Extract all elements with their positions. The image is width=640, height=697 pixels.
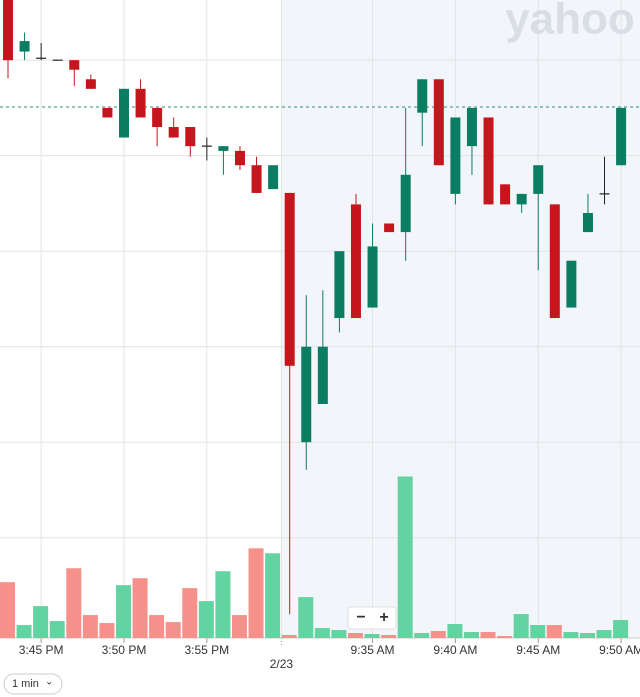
candle-body [350, 204, 361, 319]
interval-caret: ⌄ [45, 677, 53, 688]
volume-bar [49, 621, 65, 638]
interval-dropdown[interactable] [3, 673, 63, 695]
volume-bar [215, 571, 231, 638]
volume-bar [165, 622, 181, 638]
volume-bar [513, 614, 529, 638]
session-background [281, 0, 640, 638]
x-tick-label: 3:55 PM [184, 643, 229, 657]
volume-bar [182, 588, 198, 638]
volume-bar [613, 620, 629, 638]
volume-bar [33, 606, 49, 638]
volume-bar [414, 633, 430, 638]
volume-bar [579, 633, 595, 638]
x-tick-label: 9:35 AM [351, 643, 395, 657]
watermark: yahoo [505, 0, 635, 44]
candle-body [616, 107, 627, 166]
candle-body [334, 251, 345, 319]
interval-label: 1 min [12, 678, 39, 690]
volume-bar [248, 548, 264, 638]
candle-body [268, 165, 279, 190]
volume-bar [430, 631, 446, 638]
candle-body [500, 184, 511, 205]
zoom-out-button[interactable]: − [356, 609, 365, 626]
date-label: 2/23 [270, 657, 294, 671]
candle-body [118, 88, 129, 138]
candle-body [400, 174, 411, 233]
candle-body [433, 79, 444, 166]
volume-bar [16, 625, 32, 638]
candle-body [367, 246, 378, 308]
volume-bar [497, 636, 513, 638]
volume-bar [546, 625, 562, 638]
candle-body [168, 127, 179, 138]
volume-bar [381, 635, 397, 638]
candle-body [450, 117, 461, 194]
x-tick-label: 9:40 AM [433, 643, 477, 657]
candle-body [384, 223, 395, 233]
volume-bar [99, 623, 115, 638]
zoom-control [347, 606, 397, 630]
candle-body [185, 127, 196, 147]
volume-bar [480, 632, 496, 638]
candle-body [69, 60, 80, 70]
volume-bar [0, 582, 15, 638]
candle-body [284, 192, 295, 366]
candle-body [533, 165, 544, 194]
candle-body [152, 107, 163, 128]
candle-body [317, 346, 328, 405]
x-tick-label: 3:50 PM [102, 643, 147, 657]
candle-body [234, 150, 245, 166]
candle-body [582, 212, 593, 233]
candle-body [251, 165, 262, 193]
volume-bar [314, 628, 330, 638]
volume-bar [231, 615, 247, 638]
candle-body [483, 117, 494, 205]
candle-body [566, 260, 577, 308]
volume-bar [298, 597, 314, 638]
x-tick-label: 9:50 AM [599, 643, 640, 657]
volume-bar [596, 630, 612, 638]
candle-body [19, 41, 30, 52]
x-tick-label: 9:45 AM [516, 643, 560, 657]
volume-bar [347, 633, 363, 638]
candle-body [516, 193, 527, 205]
volume-bar [132, 578, 148, 638]
candle-body [85, 79, 96, 89]
candle-body [417, 79, 428, 113]
volume-bar [447, 624, 463, 638]
candle-body [549, 204, 560, 319]
volume-bar [82, 615, 98, 638]
volume-bar [149, 615, 165, 638]
volume-bar [530, 625, 546, 638]
candle-body [102, 107, 113, 118]
volume-bar [463, 632, 479, 638]
candle-body [301, 346, 312, 443]
zoom-in-button[interactable]: + [379, 609, 388, 626]
candle-body [218, 146, 229, 151]
candle-body [3, 0, 13, 61]
volume-bar [265, 553, 281, 638]
volume-bar [563, 632, 579, 638]
candle-body [135, 88, 146, 118]
volume-bar [66, 568, 82, 638]
volume-bar [198, 601, 214, 638]
volume-bar [397, 476, 413, 638]
volume-bar [364, 634, 380, 638]
volume-bar [281, 635, 297, 638]
candle-body [466, 107, 477, 147]
x-tick-label: 3:45 PM [19, 643, 64, 657]
volume-bar [115, 585, 131, 638]
volume-bar [331, 630, 347, 638]
